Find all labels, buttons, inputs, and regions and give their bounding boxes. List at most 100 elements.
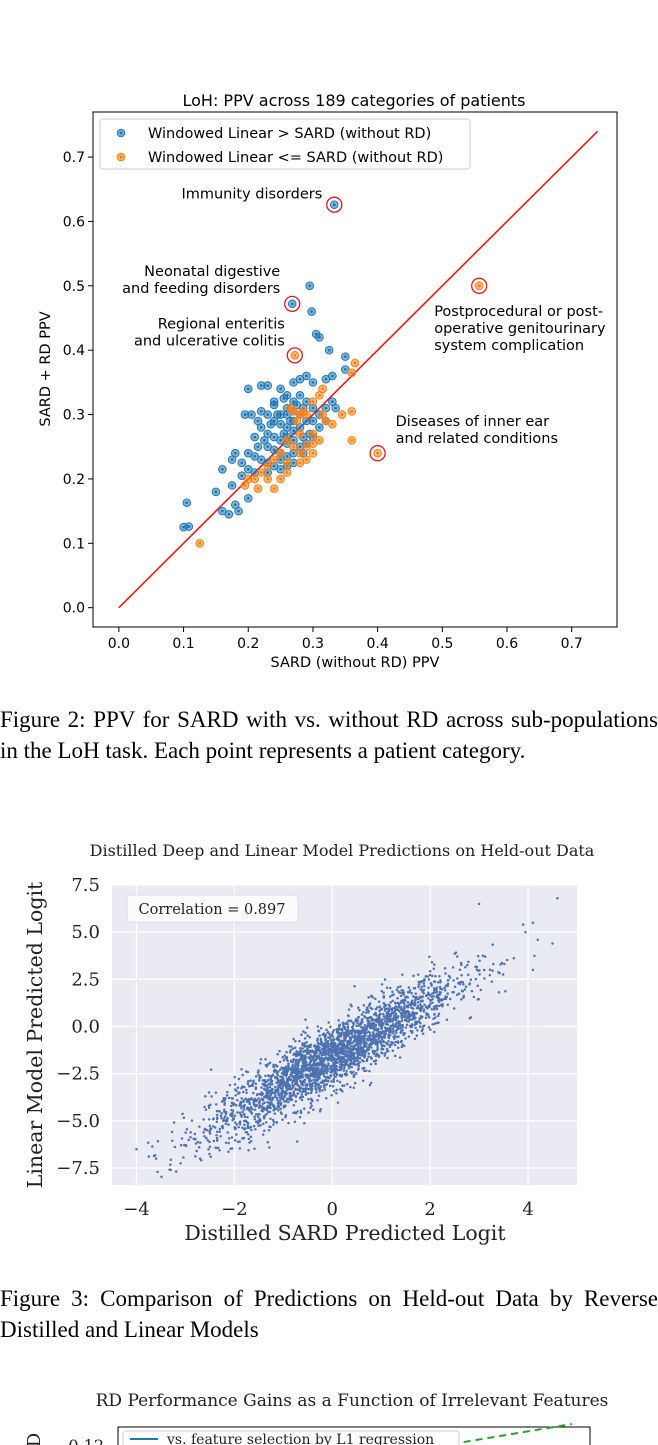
y-tick-label: 0.0	[71, 1017, 100, 1038]
scatter-point	[335, 1065, 338, 1068]
scatter-point	[370, 1018, 374, 1022]
scatter-point	[400, 991, 404, 995]
scatter-point	[252, 1091, 255, 1095]
scatter-point	[479, 988, 483, 992]
scatter-point	[323, 1074, 326, 1078]
scatter-point	[377, 1023, 381, 1026]
scatter-point	[281, 1056, 285, 1059]
scatter-point	[329, 1070, 333, 1073]
scatter-point	[551, 942, 554, 945]
scatter-point	[218, 1130, 221, 1134]
scatter-point	[383, 978, 387, 981]
scatter-point	[363, 1015, 366, 1018]
scatter-point	[340, 1059, 344, 1063]
scatter-point	[296, 1068, 299, 1072]
scatter-point	[231, 1114, 234, 1117]
scatter-point	[266, 1096, 270, 1099]
scatter-point	[407, 1035, 411, 1038]
scatter-point	[304, 1049, 308, 1053]
scatter-point	[269, 1083, 272, 1086]
scatter-point	[223, 1103, 226, 1106]
scatter-point	[389, 1027, 392, 1031]
scatter-point	[439, 979, 442, 982]
legend: Windowed Linear > SARD (without RD) Wind…	[99, 118, 471, 170]
caption-text: PPV for SARD with vs. without RD across …	[0, 707, 658, 763]
scatter-point	[347, 1046, 350, 1050]
scatter-point	[346, 1023, 349, 1026]
scatter-point	[452, 979, 455, 982]
scatter-point	[277, 1091, 280, 1095]
scatter-point	[335, 1051, 338, 1054]
point-blue	[237, 458, 247, 468]
scatter-point	[308, 1036, 311, 1039]
point-blue	[256, 381, 266, 390]
scatter-point	[417, 983, 421, 986]
scatter-point	[361, 1054, 364, 1057]
scatter-point	[309, 1053, 312, 1057]
scatter-point	[311, 1072, 314, 1076]
scatter-point	[276, 1053, 279, 1056]
scatter-point	[258, 1077, 261, 1080]
scatter-point	[488, 968, 492, 971]
scatter-point	[335, 1088, 338, 1092]
scatter-point	[433, 1030, 436, 1034]
scatter-point	[272, 1065, 275, 1069]
scatter-point	[404, 1009, 408, 1013]
point-blue	[250, 432, 260, 442]
scatter-point	[262, 1122, 265, 1126]
scatter-point	[288, 1095, 292, 1098]
x-tick-label: 0.2	[237, 636, 259, 652]
point-orange	[318, 384, 327, 394]
scatter-point	[284, 1115, 287, 1119]
scatter-point	[320, 1057, 323, 1061]
scatter-point	[325, 1097, 328, 1100]
scatter-point	[347, 1043, 351, 1046]
point-orange	[240, 481, 250, 490]
scatter-point	[300, 1093, 304, 1096]
scatter-point	[230, 1147, 234, 1150]
scatter-point	[324, 1078, 327, 1082]
scatter-point	[359, 1037, 363, 1040]
scatter-point	[308, 1082, 312, 1085]
scatter-point	[189, 1136, 192, 1139]
scatter-point	[244, 1070, 248, 1073]
scatter-point	[246, 1133, 250, 1136]
point-blue	[289, 378, 298, 387]
scatter-point	[209, 1068, 213, 1071]
point-orange	[269, 455, 279, 464]
scatter-point	[292, 1111, 295, 1115]
point-blue	[243, 493, 253, 503]
scatter-point	[425, 1012, 428, 1015]
scatter-point	[272, 1109, 275, 1112]
scatter-point	[316, 1025, 320, 1028]
point-blue	[231, 448, 240, 458]
scatter-point	[370, 1016, 373, 1020]
scatter-point	[302, 1107, 306, 1110]
scatter-point	[367, 1009, 370, 1013]
scatter-point	[329, 1038, 333, 1041]
point-blue	[269, 400, 279, 410]
scatter-point	[399, 994, 403, 998]
scatter-point	[274, 1064, 278, 1067]
scatter-point	[267, 1074, 271, 1078]
scatter-point	[305, 1068, 308, 1071]
point-orange	[308, 448, 318, 458]
scatter-point	[432, 995, 435, 998]
point-orange	[292, 416, 302, 426]
scatter-point	[336, 1029, 339, 1032]
scatter-point	[189, 1131, 192, 1134]
scatter-point	[323, 1085, 326, 1089]
scatter-point	[299, 1047, 302, 1050]
scatter-point	[320, 1051, 323, 1055]
scatter-point	[328, 1050, 331, 1053]
scatter-point	[260, 1105, 264, 1108]
scatter-point	[301, 1080, 305, 1083]
scatter-point	[252, 1124, 256, 1128]
scatter-point	[280, 1112, 283, 1115]
scatter-point	[372, 1022, 376, 1026]
scatter-point	[446, 979, 450, 982]
scatter-point	[336, 1057, 339, 1061]
point-orange	[298, 407, 308, 416]
scatter-point	[368, 1003, 371, 1006]
scatter-point	[341, 1042, 344, 1046]
